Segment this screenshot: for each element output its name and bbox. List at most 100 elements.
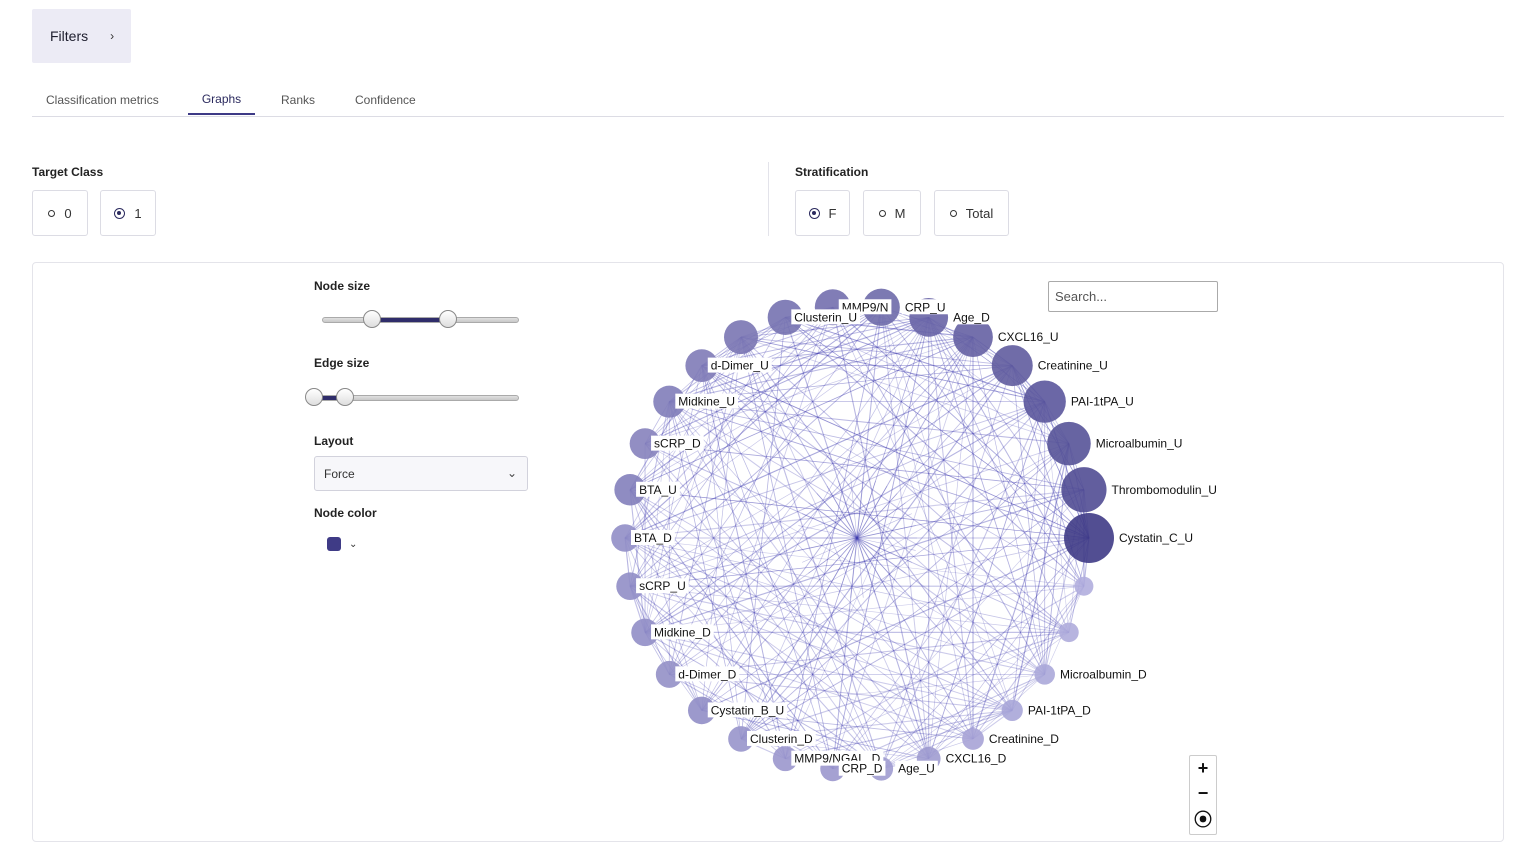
graph-label-background xyxy=(901,299,949,315)
graph-node-label: Microalbumin_U xyxy=(1096,437,1183,451)
slider-max-handle[interactable] xyxy=(438,310,457,328)
graph-edge xyxy=(629,401,1045,587)
graph-edge xyxy=(928,317,1070,633)
graph-edge xyxy=(701,365,1090,539)
graph-edge xyxy=(740,336,974,740)
graph-edge xyxy=(826,537,858,591)
graph-node xyxy=(1001,699,1023,722)
graph-edge xyxy=(850,478,858,539)
graph-edge xyxy=(644,336,742,444)
graph-edge xyxy=(802,537,858,563)
radio-selected-icon xyxy=(808,207,820,219)
graph-edge xyxy=(624,537,1045,675)
graph-edge xyxy=(629,585,1013,711)
graph-edge xyxy=(624,537,929,760)
section-divider xyxy=(768,162,769,236)
graph-edge xyxy=(701,365,1013,711)
graph-edge xyxy=(784,307,882,759)
graph-edge xyxy=(838,480,858,539)
graph-edge xyxy=(740,537,1090,740)
target-class-option-0[interactable]: 0 xyxy=(32,190,88,236)
tab-ranks[interactable]: Ranks xyxy=(281,92,316,107)
stratification-option-total[interactable]: Total xyxy=(934,190,1009,236)
graph-edge xyxy=(785,336,974,759)
graph-edge xyxy=(630,585,1069,633)
graph-edge xyxy=(740,316,929,338)
graph-node-label: CRP_D xyxy=(842,762,883,776)
graph-edge xyxy=(740,336,930,759)
edge-size-slider[interactable] xyxy=(305,388,519,406)
option-label: F xyxy=(828,205,837,221)
node-size-slider[interactable] xyxy=(322,310,519,328)
target-class-option-1[interactable]: 1 xyxy=(100,190,156,236)
graph-edge xyxy=(832,306,1090,539)
graph-edge xyxy=(740,336,974,740)
graph-edge xyxy=(629,365,703,491)
chevron-down-icon: ⌄ xyxy=(506,466,517,480)
graph-edge xyxy=(785,317,1090,539)
graph-label-background xyxy=(707,702,788,718)
slider-min-handle[interactable] xyxy=(362,310,381,328)
chevron-down-icon: ⌄ xyxy=(349,538,358,550)
graph-node-label: d-Dimer_U xyxy=(711,359,769,373)
graph-edge xyxy=(669,401,974,740)
graph-edge xyxy=(644,443,1070,633)
zoom-reset-button[interactable]: ⦿ xyxy=(1194,809,1212,830)
tab-graphs[interactable]: Graphs xyxy=(188,84,255,115)
graph-edge xyxy=(644,443,1045,675)
tab-classification-metrics[interactable]: Classification metrics xyxy=(46,92,159,107)
slider-max-handle[interactable] xyxy=(335,388,354,406)
graph-edge xyxy=(856,537,864,598)
chevron-right-icon: › xyxy=(110,29,115,43)
slider-min-handle[interactable] xyxy=(305,388,323,406)
graph-edge xyxy=(785,585,1085,760)
graph-node-label: Midkine_D xyxy=(654,625,711,639)
node-color-picker[interactable]: ⌄ xyxy=(327,537,357,551)
graph-node xyxy=(991,345,1033,387)
layout-select[interactable]: Force ⌄ xyxy=(314,456,528,491)
graph-search-input[interactable] xyxy=(1048,281,1218,312)
graph-edge xyxy=(832,489,1085,769)
graph-edge xyxy=(624,317,929,539)
graph-node xyxy=(685,349,719,382)
graph-edge xyxy=(784,317,930,759)
graph-label-background xyxy=(1056,666,1150,682)
graph-edge xyxy=(1011,443,1070,711)
graph-edge xyxy=(972,443,1070,740)
tab-confidence[interactable]: Confidence xyxy=(355,92,416,107)
graph-edge xyxy=(740,443,1070,740)
graph-edge xyxy=(644,401,1045,633)
graph-edge xyxy=(644,537,1090,633)
graph-edge xyxy=(928,674,1045,760)
graph-edge xyxy=(624,306,834,539)
graph-labels: Cystatin_C_U Thrombomodulin_U Microalbumin… xyxy=(631,299,1220,776)
filters-button[interactable]: Filters › xyxy=(32,9,131,63)
zoom-in-button[interactable]: + xyxy=(1197,758,1209,778)
option-label: 1 xyxy=(134,205,142,221)
node-color-label: Node color xyxy=(314,506,377,520)
slider-fill xyxy=(314,396,345,400)
graph-edge xyxy=(630,489,1090,539)
graph-node-label: sCRP_U xyxy=(639,579,686,593)
option-label: Total xyxy=(965,205,994,221)
graph-label-background xyxy=(838,760,886,776)
graph-edge xyxy=(928,317,1046,675)
graph-edge xyxy=(668,401,1046,675)
graph-edge xyxy=(630,537,1090,587)
radio-icon xyxy=(878,209,886,217)
graph-edge xyxy=(928,317,974,739)
stratification-option-m[interactable]: M xyxy=(863,190,921,236)
graph-label-background xyxy=(994,329,1062,345)
filters-label: Filters xyxy=(50,28,89,44)
graph-node-label: PAI-1tPA_D xyxy=(1028,703,1091,717)
zoom-out-button[interactable]: − xyxy=(1197,783,1209,803)
graph-edge xyxy=(798,537,858,551)
graph-edge xyxy=(740,401,1046,740)
graph-edge xyxy=(1011,586,1085,711)
graph-edge xyxy=(669,316,929,403)
graph-edge xyxy=(785,316,1070,445)
graph-edge xyxy=(928,317,1045,402)
stratification-option-f[interactable]: F xyxy=(795,190,850,236)
graph-edge xyxy=(832,443,1070,769)
